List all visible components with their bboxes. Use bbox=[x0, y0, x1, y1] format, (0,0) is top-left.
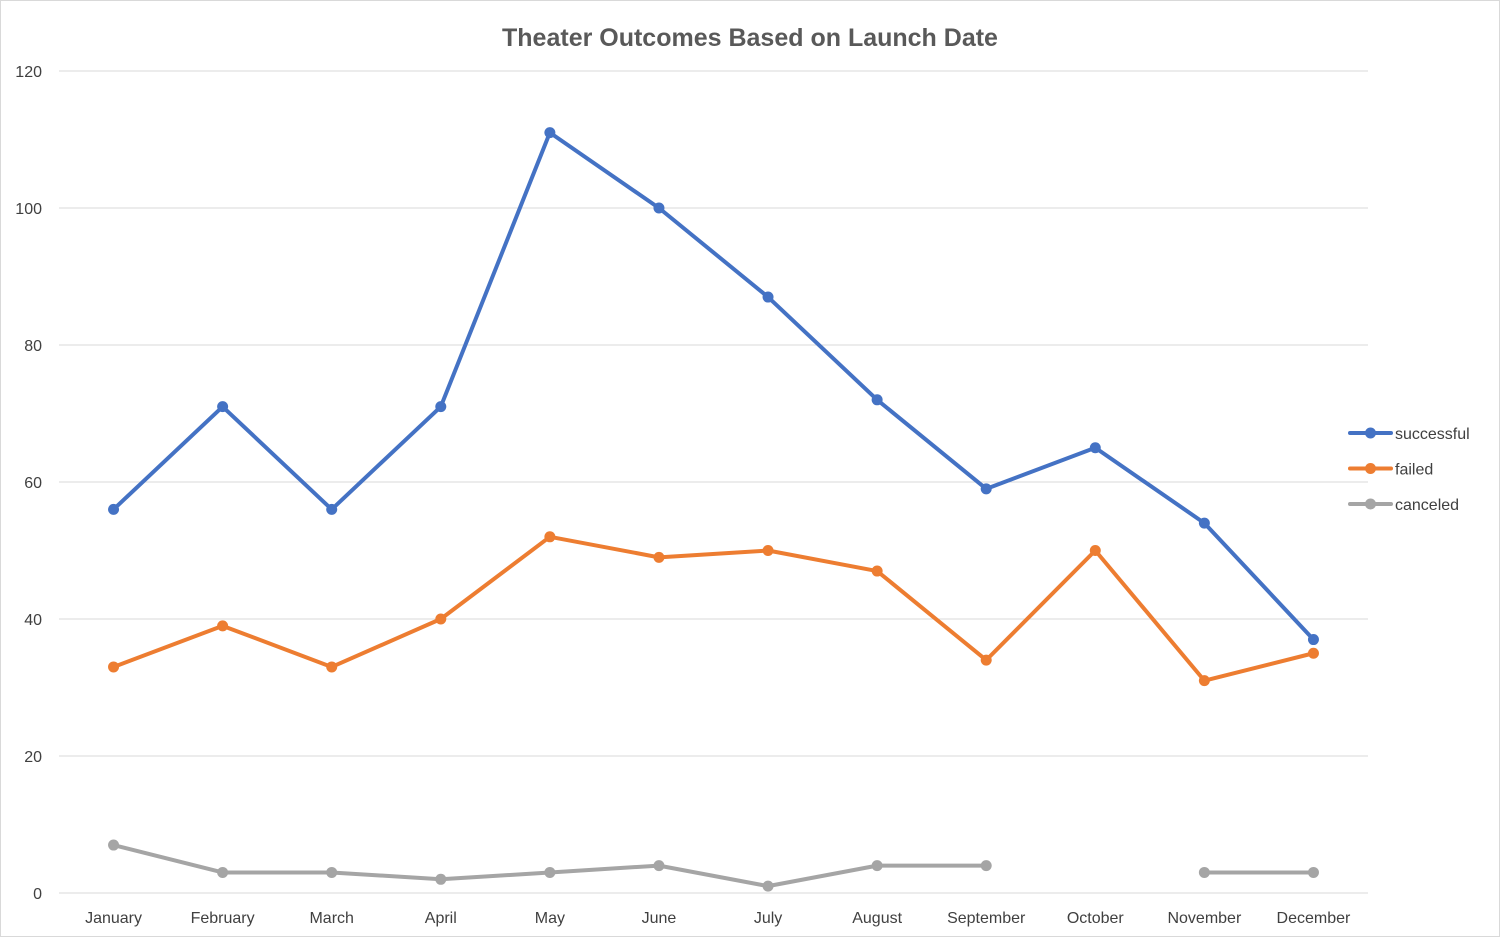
data-point-canceled bbox=[544, 866, 556, 878]
x-tick-label: January bbox=[85, 910, 142, 927]
x-tick-label: April bbox=[425, 910, 457, 927]
x-tick-label: February bbox=[191, 910, 255, 927]
data-point-canceled bbox=[108, 839, 120, 851]
series-canceled bbox=[108, 839, 1319, 892]
x-tick-label: September bbox=[947, 910, 1026, 927]
data-point-failed bbox=[653, 551, 665, 563]
legend-marker-successful bbox=[1365, 427, 1376, 439]
series-layer bbox=[108, 127, 1319, 892]
x-tick-label: June bbox=[642, 910, 677, 927]
chart-title: Theater Outcomes Based on Launch Date bbox=[502, 24, 998, 52]
data-point-canceled bbox=[871, 860, 883, 872]
data-point-successful bbox=[435, 401, 447, 413]
data-point-successful bbox=[544, 127, 556, 139]
data-point-successful bbox=[1089, 442, 1101, 454]
data-point-successful bbox=[871, 394, 883, 406]
legend-marker-canceled bbox=[1365, 498, 1376, 510]
data-point-successful bbox=[326, 503, 338, 515]
axes: 0 20 40 60 80 100 120 January February March April… bbox=[15, 64, 1351, 927]
y-tick-label: 0 bbox=[33, 886, 42, 903]
legend-label-canceled: canceled bbox=[1395, 497, 1459, 514]
x-tick-label: May bbox=[535, 910, 565, 927]
data-point-successful bbox=[1307, 634, 1319, 646]
data-point-failed bbox=[1307, 647, 1319, 659]
data-point-failed bbox=[871, 565, 883, 577]
legend-label-successful: successful bbox=[1395, 426, 1470, 443]
y-tick-label: 80 bbox=[24, 338, 42, 355]
data-point-successful bbox=[762, 291, 774, 303]
legend-marker-failed bbox=[1365, 463, 1376, 474]
series-failed bbox=[108, 531, 1319, 687]
data-point-canceled bbox=[762, 880, 774, 892]
data-point-failed bbox=[980, 654, 992, 666]
data-point-successful bbox=[217, 401, 229, 413]
x-tick-label: July bbox=[754, 910, 782, 927]
x-tick-label: March bbox=[309, 910, 353, 927]
y-tick-label: 100 bbox=[15, 201, 42, 218]
data-point-successful bbox=[1198, 517, 1210, 529]
series-line-canceled bbox=[111, 843, 989, 889]
x-tick-label: August bbox=[852, 910, 902, 927]
data-point-canceled bbox=[326, 866, 338, 878]
series-line-successful bbox=[111, 130, 1316, 642]
y-tick-label: 40 bbox=[24, 612, 42, 629]
legend-label-failed: failed bbox=[1395, 462, 1433, 479]
legend: successful failed canceled bbox=[1348, 426, 1470, 514]
data-point-failed bbox=[762, 545, 774, 556]
data-point-failed bbox=[1198, 675, 1210, 687]
data-point-failed bbox=[1089, 545, 1101, 556]
y-tick-label: 120 bbox=[15, 64, 42, 81]
data-point-failed bbox=[435, 613, 447, 625]
series-successful bbox=[108, 127, 1319, 646]
data-point-canceled bbox=[653, 860, 665, 872]
y-tick-label: 20 bbox=[24, 749, 42, 766]
data-point-failed bbox=[326, 661, 338, 673]
data-point-successful bbox=[653, 202, 665, 214]
data-point-failed bbox=[217, 620, 229, 632]
series-line-failed bbox=[111, 534, 1316, 683]
data-point-failed bbox=[544, 531, 556, 543]
data-point-canceled bbox=[1307, 866, 1319, 878]
data-point-canceled bbox=[217, 866, 229, 878]
data-point-canceled bbox=[1198, 866, 1210, 878]
x-tick-label: October bbox=[1067, 910, 1125, 927]
data-point-successful bbox=[980, 483, 992, 495]
x-tick-label: November bbox=[1167, 910, 1241, 927]
data-point-failed bbox=[108, 661, 120, 673]
gridlines bbox=[59, 70, 1368, 894]
data-point-canceled bbox=[435, 873, 447, 885]
data-point-successful bbox=[108, 503, 120, 515]
x-tick-label: December bbox=[1277, 910, 1351, 927]
data-point-canceled bbox=[980, 860, 992, 872]
y-tick-label: 60 bbox=[24, 475, 42, 492]
